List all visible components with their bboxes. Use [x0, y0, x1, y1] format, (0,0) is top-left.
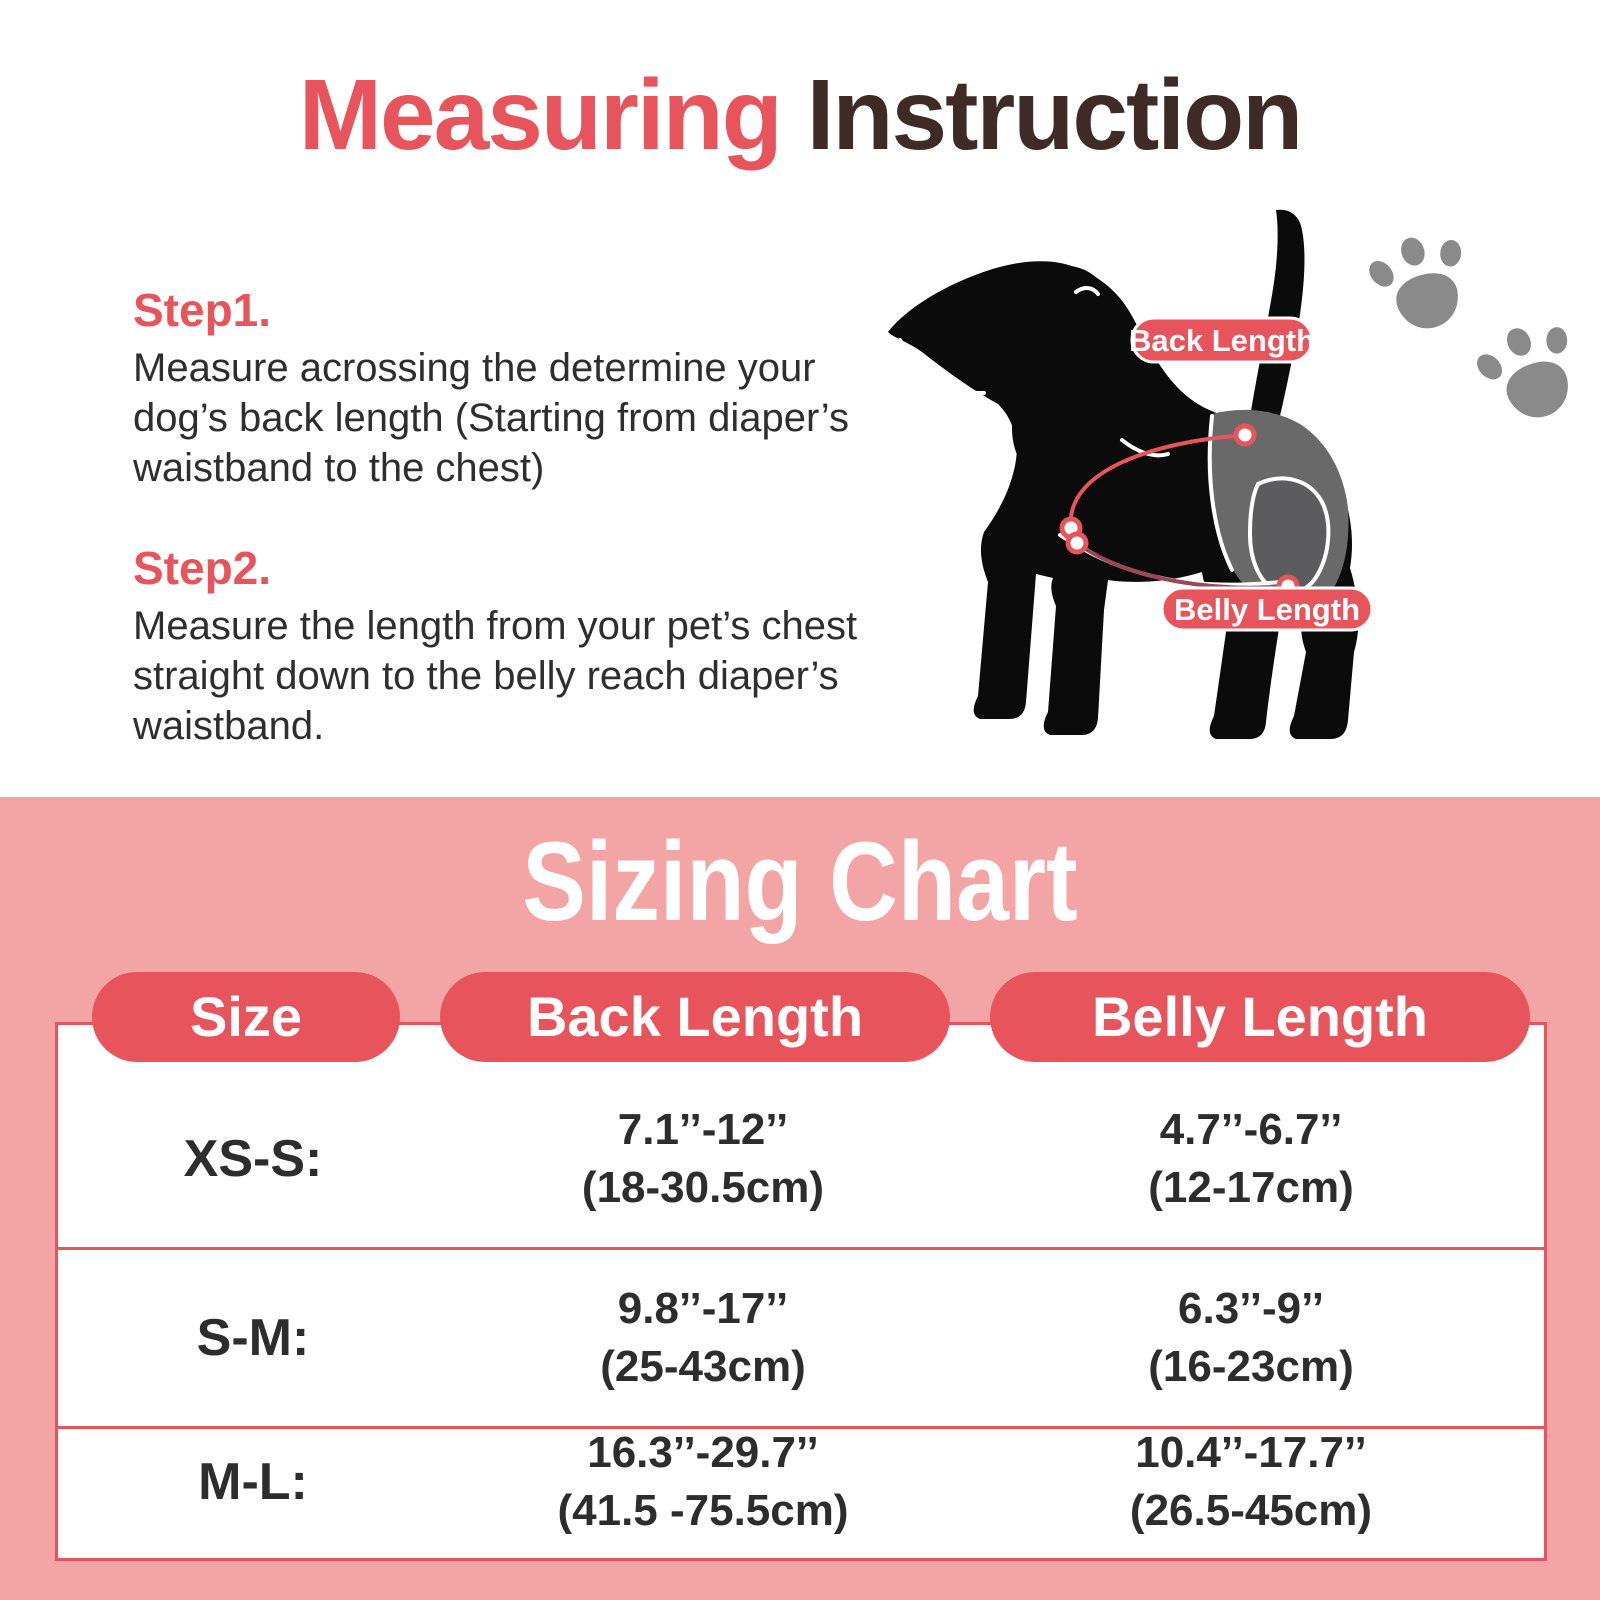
step2-heading: Step2.	[133, 542, 272, 594]
belly-length-label-pill	[1160, 586, 1374, 632]
belly-length-inches: 4.7’’-6.7’’	[1159, 1105, 1343, 1154]
sizing-chart-title: Sizing Chart	[522, 819, 1078, 944]
back-length-inches: 16.3’’-29.7’’	[587, 1428, 819, 1477]
column-header-size: Size	[92, 972, 400, 1062]
measuring-steps: Step1. Measure acrossing the determine y…	[133, 283, 933, 751]
sizing-table: XS-S: 7.1’’-12’’ (18-30.5cm) 4.7’’-6.7’’…	[55, 1022, 1547, 1561]
belly-length-cell: 4.7’’-6.7’’ (12-17cm)	[958, 1101, 1544, 1217]
step2-line2: straight down to the belly reach diaper’…	[133, 654, 839, 698]
page-title: Measuring Instruction	[0, 58, 1600, 173]
back-length-cm: (41.5 -75.5cm)	[557, 1486, 849, 1535]
column-header-back-length: Back Length	[440, 972, 950, 1062]
dog-eyebrow-line	[1074, 286, 1100, 296]
size-cell: S-M:	[196, 1309, 310, 1367]
back-length-cm: (18-30.5cm)	[581, 1163, 825, 1212]
belly-length-cm: (16-23cm)	[1148, 1342, 1354, 1391]
belly-length-label: Belly Length	[1174, 592, 1360, 627]
belly-length-cell: 10.4’’-17.7’’ (26.5-45cm)	[958, 1424, 1544, 1540]
page-title-instruction: Instruction	[780, 59, 1304, 171]
table-row: M-L: 16.3’’-29.7’’ (41.5 -75.5cm) 10.4’’…	[58, 1428, 1544, 1559]
dog-diaper-front-edge	[1207, 414, 1234, 572]
size-cell: XS-S:	[183, 1130, 323, 1188]
table-row: XS-S: 7.1’’-12’’ (18-30.5cm) 4.7’’-6.7’’…	[58, 1071, 1544, 1247]
table-row: S-M: 9.8’’-17’’ (25-43cm) 6.3’’-9’’ (16-…	[58, 1250, 1544, 1426]
step1-line1: Measure acrossing the determine your	[133, 346, 816, 390]
dog-measurement-diagram: Back Length Belly Length	[860, 190, 1600, 760]
belly-length-inches: 10.4’’-17.7’’	[1135, 1428, 1367, 1477]
back-length-cell: 16.3’’-29.7’’ (41.5 -75.5cm)	[448, 1424, 958, 1540]
back-length-inches: 7.1’’-12’’	[617, 1105, 789, 1154]
sizing-chart-section: Sizing Chart Size Back Length Belly Leng…	[0, 797, 1600, 1600]
back-length-cm: (25-43cm)	[600, 1342, 806, 1391]
measure-dot-belly-front	[1065, 531, 1089, 555]
back-length-label: Back Length	[1129, 323, 1315, 358]
row-divider	[58, 1426, 1544, 1429]
column-header-belly-length: Belly Length	[990, 972, 1530, 1062]
belly-length-cm: (26.5-45cm)	[1129, 1486, 1373, 1535]
size-cell: M-L:	[198, 1453, 308, 1511]
step1-heading: Step1.	[133, 284, 272, 336]
dog-mouth-line	[916, 358, 986, 396]
row-divider	[58, 1247, 1544, 1250]
back-length-cell: 9.8’’-17’’ (25-43cm)	[448, 1280, 958, 1396]
dog-ear	[1011, 265, 1113, 472]
dog-silhouette-illustration: Back Length Belly Length	[888, 209, 1568, 740]
paw-print-icon	[1477, 327, 1568, 418]
paw-print-icon	[1369, 237, 1462, 329]
belly-length-cell: 6.3’’-9’’ (16-23cm)	[958, 1280, 1544, 1396]
measure-dot-back	[1233, 423, 1257, 447]
belly-length-inches: 6.3’’-9’’	[1178, 1284, 1324, 1333]
step2-line3: waistband.	[133, 704, 325, 748]
belly-length-cm: (12-17cm)	[1148, 1163, 1354, 1212]
dog-nose-line	[896, 338, 906, 362]
step2-line1: Measure the length from your pet’s chest	[133, 604, 858, 648]
back-length-label-pill	[1130, 316, 1314, 364]
back-length-inches: 9.8’’-17’’	[617, 1284, 789, 1333]
step1-line3: waistband to the chest)	[133, 446, 545, 490]
step1-line2: dog’s back length (Starting from diaper’…	[133, 396, 849, 440]
page-title-measuring: Measuring	[298, 59, 783, 171]
measuring-instruction-section: Measuring Instruction Step1. Measure acr…	[0, 0, 1600, 797]
back-length-cell: 7.1’’-12’’ (18-30.5cm)	[448, 1101, 958, 1217]
back-length-measure-line	[1068, 433, 1246, 529]
